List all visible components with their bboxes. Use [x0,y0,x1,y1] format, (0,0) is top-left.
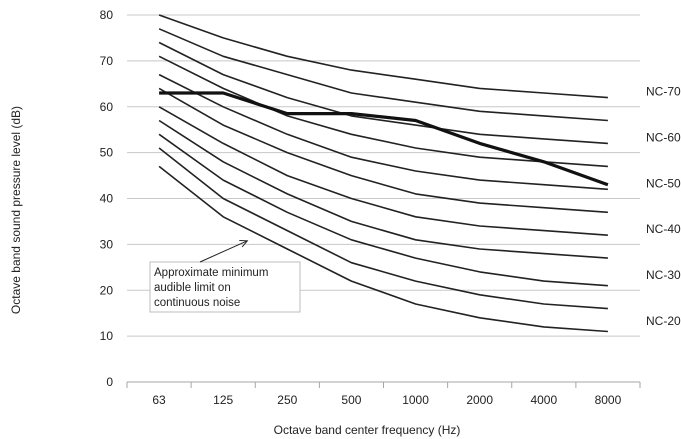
x-tick-label: 500 [341,393,361,407]
annotation-box [149,261,301,313]
annotation-text: Approximate minimum [154,267,268,279]
y-tick-label: 60 [100,100,114,114]
y-tick-label: 40 [100,192,114,206]
x-tick-label: 8000 [595,393,622,407]
x-tick-label: 2000 [466,393,493,407]
y-tick-label: 0 [106,375,113,389]
x-tick-label: 250 [277,393,297,407]
y-tick-label: 20 [100,283,114,297]
nc-label: NC-70 [646,85,681,99]
nc-curve-line [158,119,608,259]
x-tick-label: 1000 [402,393,429,407]
x-tick-label: 125 [213,393,233,407]
y-tick-label: 70 [100,54,114,68]
nc-curve-line [158,14,608,99]
y-tick-label: 10 [100,329,114,343]
nc-labels: NC-70 NC-60 NC-50 NC-40 NC-30 NC-20 [646,85,681,328]
axes: 0 10 20 30 40 50 60 70 80 63 125 250 500 1000 2000 4000… [100,8,641,407]
bold-spectrum-line [159,91,609,187]
nc-curves [158,14,608,333]
nc-label: NC-20 [646,314,681,328]
nc-curve-line [158,73,608,191]
bold-spectrum-curve [159,91,609,187]
nc-label: NC-40 [646,222,681,236]
nc-curve-line [158,106,608,236]
annotation-text: audible limit on [154,282,231,294]
nc-curve-line [158,147,608,310]
annotation-text: continuous noise [154,297,240,309]
x-tick-label: 63 [152,393,166,407]
nc-curve-line [158,165,608,333]
nc-label: NC-60 [646,130,681,144]
nc-curve-line [158,41,608,145]
nc-label: NC-50 [646,176,681,190]
y-tick-label: 50 [100,146,114,160]
x-tick-label: 4000 [530,393,557,407]
nc-label: NC-30 [646,268,681,282]
y-tick-label: 80 [100,8,114,22]
nc-curve-line [158,28,608,122]
arrow-head [239,240,249,248]
y-tick-label: 30 [100,237,114,251]
y-axis-title: Octave band sound pressure level (dB) [9,106,23,314]
annotation-arrow [199,240,248,263]
annotation: Approximate minimum audible limit on conti… [149,240,301,313]
x-axis-title: Octave band center frequency (Hz) [274,423,461,437]
nc-curve-line [158,55,608,168]
nc-curve-line [158,87,608,214]
nc-curve-line [158,133,608,287]
